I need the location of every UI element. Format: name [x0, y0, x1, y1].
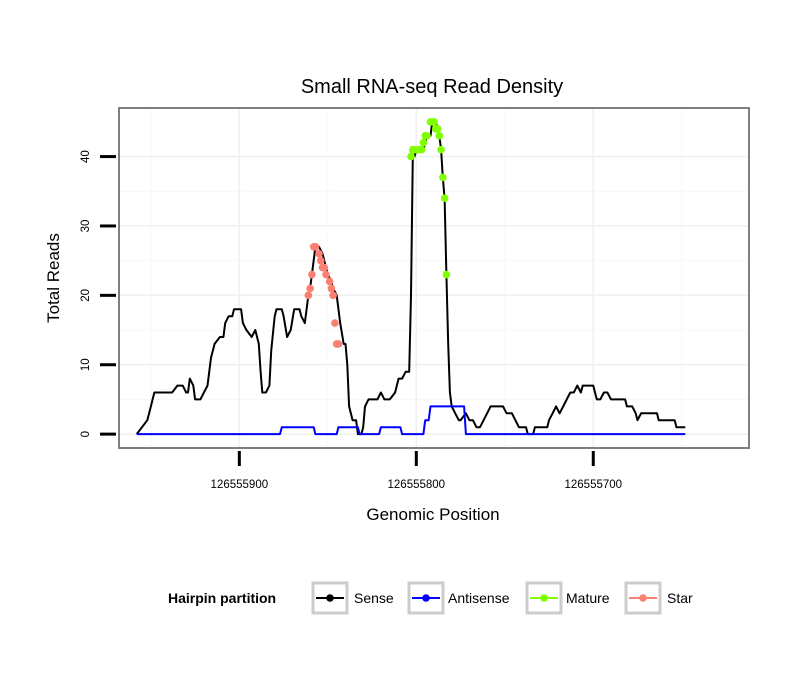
series-lines	[135, 120, 686, 436]
legend-item-mature: Mature	[525, 581, 610, 615]
plot-panel	[118, 107, 750, 449]
y-axis: 0 10 20 30 40	[80, 150, 116, 437]
panel-background	[119, 108, 749, 448]
point-mature	[442, 270, 451, 279]
panel-border	[118, 107, 750, 449]
point-mature	[430, 118, 438, 126]
x-tick-label: 126555700	[564, 479, 622, 491]
point-mature	[417, 145, 426, 154]
legend-label: Antisense	[448, 590, 510, 606]
point-star	[327, 284, 336, 293]
grid-lines	[119, 108, 749, 448]
legend-item-antisense: Antisense	[407, 581, 510, 615]
point-mature	[440, 194, 449, 203]
point-star	[320, 263, 329, 272]
series-line-sense	[135, 120, 686, 436]
point-star	[308, 270, 316, 279]
legend-item-star: Star	[624, 581, 693, 615]
series-line-antisense	[136, 405, 686, 436]
y-tick-label: 40	[80, 150, 92, 163]
point-star	[311, 242, 320, 251]
point-star	[322, 270, 330, 279]
y-tick-label: 20	[80, 289, 92, 302]
point-mature	[423, 131, 431, 140]
legend: Hairpin partition Sense Antisense Mature St…	[168, 581, 693, 615]
legend-label: Sense	[354, 590, 394, 606]
point-mature	[437, 145, 445, 154]
legend-title: Hairpin partition	[168, 590, 276, 606]
x-axis-title: Genomic Position	[366, 505, 499, 524]
point-mature	[407, 152, 415, 161]
legend-key-point	[326, 594, 334, 602]
x-axis: 126555900 126555800 126555700	[211, 451, 622, 491]
point-mature	[439, 173, 447, 182]
y-tick-label: 10	[80, 358, 92, 371]
point-mature	[433, 125, 442, 133]
point-star	[329, 291, 337, 300]
legend-label: Mature	[566, 590, 610, 606]
point-star	[331, 319, 339, 327]
legend-label: Star	[667, 590, 693, 606]
y-tick-label: 30	[80, 220, 92, 233]
legend-key-point	[639, 594, 647, 602]
point-star	[316, 256, 325, 265]
x-tick-label: 126555800	[388, 479, 446, 491]
legend-key-point	[540, 594, 548, 602]
legend-item-sense: Sense	[311, 581, 394, 615]
point-star	[306, 284, 314, 293]
point-star	[325, 277, 334, 286]
y-axis-title: Total Reads	[44, 233, 63, 323]
point-mature	[419, 138, 428, 147]
point-star	[315, 249, 323, 258]
point-mature	[435, 131, 444, 140]
chart-title: Small RNA-seq Read Density	[301, 76, 563, 98]
x-tick-label: 126555900	[211, 479, 269, 491]
point-star	[304, 291, 313, 300]
legend-key-point	[422, 594, 430, 602]
point-star	[334, 340, 343, 348]
y-tick-label: 0	[80, 431, 92, 437]
series-points	[304, 118, 451, 348]
